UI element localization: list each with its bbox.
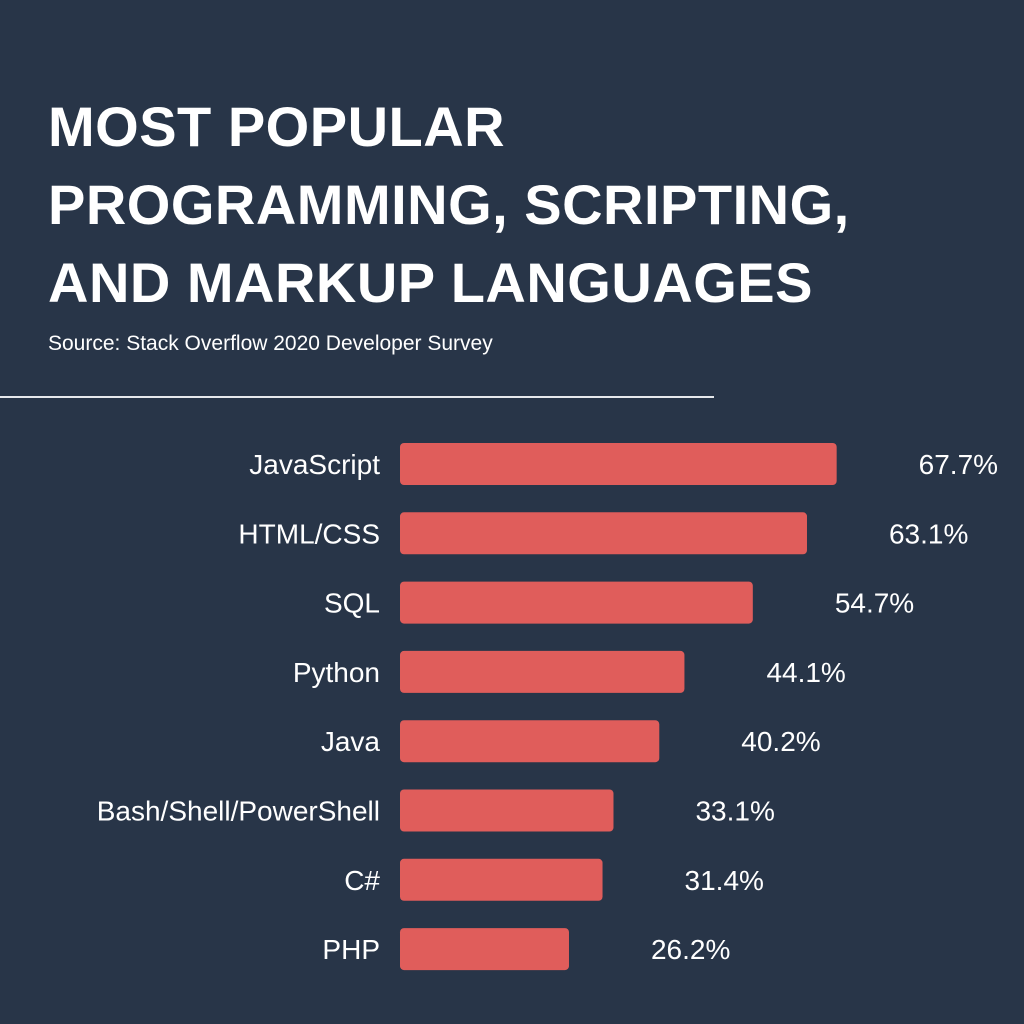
chart-title-line-2: PROGRAMMING, SCRIPTING, <box>48 173 850 236</box>
category-label: Bash/Shell/PowerShell <box>97 796 380 827</box>
bar <box>400 512 807 555</box>
bar <box>400 443 837 485</box>
bar <box>400 789 614 832</box>
bar-chart: JavaScript 67.7% HTML/CSS 63.1% SQL 54.7% Pyth… <box>97 443 998 971</box>
value-label: 33.1% <box>695 796 774 827</box>
chart-title-line-1: MOST POPULAR <box>48 95 506 158</box>
bar <box>400 650 685 693</box>
chart-title: MOST POPULAR PROGRAMMING, SCRIPTING, AND… <box>48 88 948 322</box>
divider-line <box>0 396 714 398</box>
value-label: 67.7% <box>919 449 998 480</box>
value-label: 54.7% <box>835 588 914 619</box>
bar <box>400 581 753 624</box>
category-label: PHP <box>322 934 380 965</box>
source-note: Source: Stack Overflow 2020 Developer Su… <box>48 332 493 355</box>
category-label: C# <box>344 865 380 896</box>
chart-title-line-3: AND MARKUP LANGUAGES <box>48 251 813 314</box>
category-label: Python <box>293 657 380 688</box>
value-label: 31.4% <box>685 865 764 896</box>
category-label: SQL <box>324 588 380 619</box>
value-label: 63.1% <box>889 518 968 549</box>
category-label: JavaScript <box>249 449 380 480</box>
bar <box>400 928 569 971</box>
bar <box>400 858 603 901</box>
bar <box>400 720 660 763</box>
value-label: 26.2% <box>651 934 730 965</box>
value-label: 44.1% <box>766 657 845 688</box>
category-label: HTML/CSS <box>238 518 380 549</box>
category-label: Java <box>321 726 381 757</box>
value-label: 40.2% <box>741 726 820 757</box>
